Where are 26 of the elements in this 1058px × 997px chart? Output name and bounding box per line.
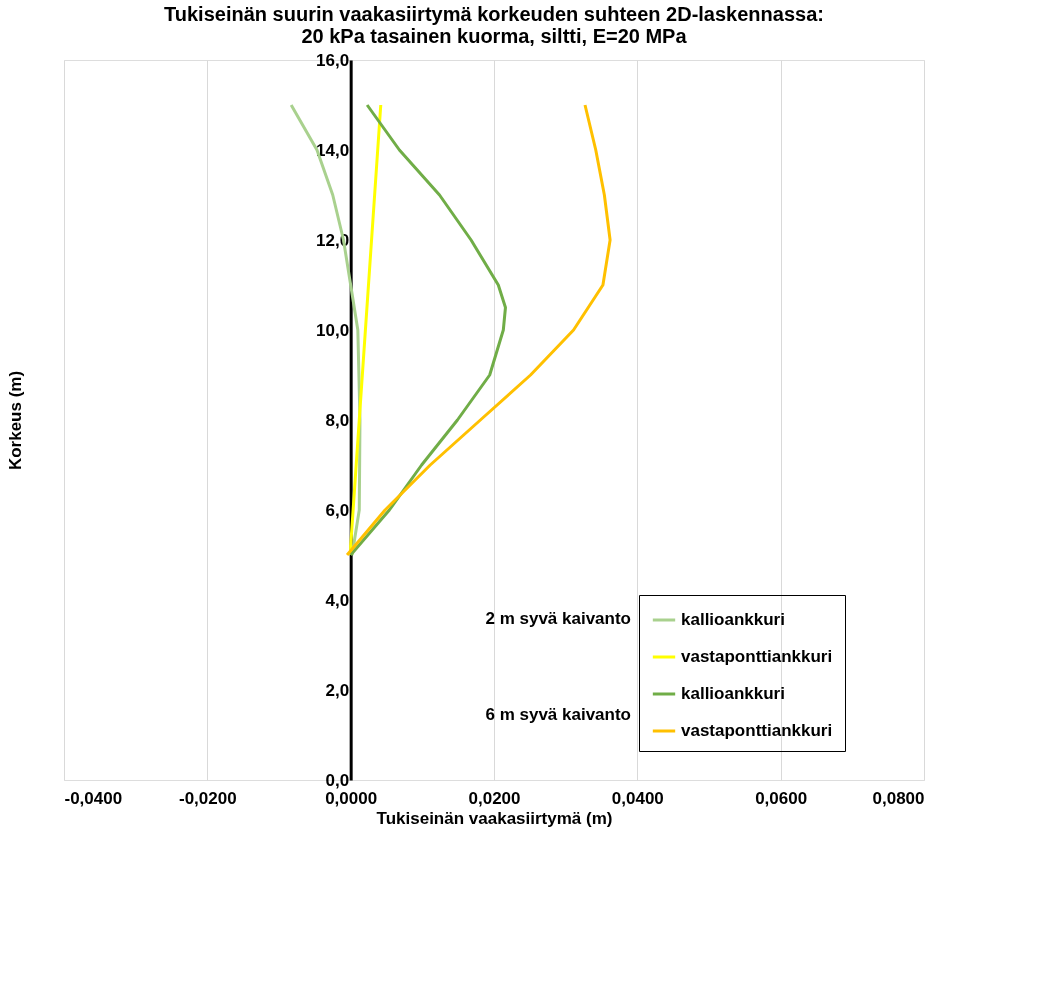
y-tick-label: 6,0 <box>325 500 350 520</box>
y-tick-label: 0,0 <box>325 770 350 790</box>
x-tick-label: 0,0200 <box>468 788 521 808</box>
x-tick-label: 0,0600 <box>755 788 808 808</box>
x-axis-title: Tukiseinän vaakasiirtymä (m) <box>376 808 613 828</box>
legend-label: kallioankkuri <box>681 684 785 703</box>
legend-label: vastaponttiankkuri <box>681 721 833 740</box>
x-tick-label: -0,0200 <box>179 788 237 808</box>
y-tick-label: 4,0 <box>325 590 350 610</box>
x-tick-label: -0,0400 <box>64 788 123 808</box>
line-series <box>349 103 507 557</box>
annotation: 6 m syvä kaivanto <box>485 705 631 724</box>
y-tick-label: 10,0 <box>316 320 350 340</box>
legend-label: vastaponttiankkuri <box>681 647 833 666</box>
legend-label: kallioankkuri <box>681 610 785 629</box>
x-tick-label: 0,0000 <box>325 788 378 808</box>
annotation: 2 m syvä kaivanto <box>485 609 631 628</box>
y-tick-label: 14,0 <box>316 140 350 160</box>
y-tick-label: 16,0 <box>316 50 350 70</box>
x-tick-label: 0,0800 <box>872 788 925 808</box>
y-tick-label: 2,0 <box>325 680 350 700</box>
x-tick-label: 0,0400 <box>611 788 664 808</box>
y-axis-title: Korkeus (m) <box>5 370 25 471</box>
text: Tukiseinän suurin vaakasiirtymä korkeuden suhteen 2D-laskennassa: <box>164 3 824 25</box>
text: 20 kPa tasainen kuorma, siltti, E=20 MPa <box>301 25 687 47</box>
y-tick-label: 8,0 <box>325 410 350 430</box>
